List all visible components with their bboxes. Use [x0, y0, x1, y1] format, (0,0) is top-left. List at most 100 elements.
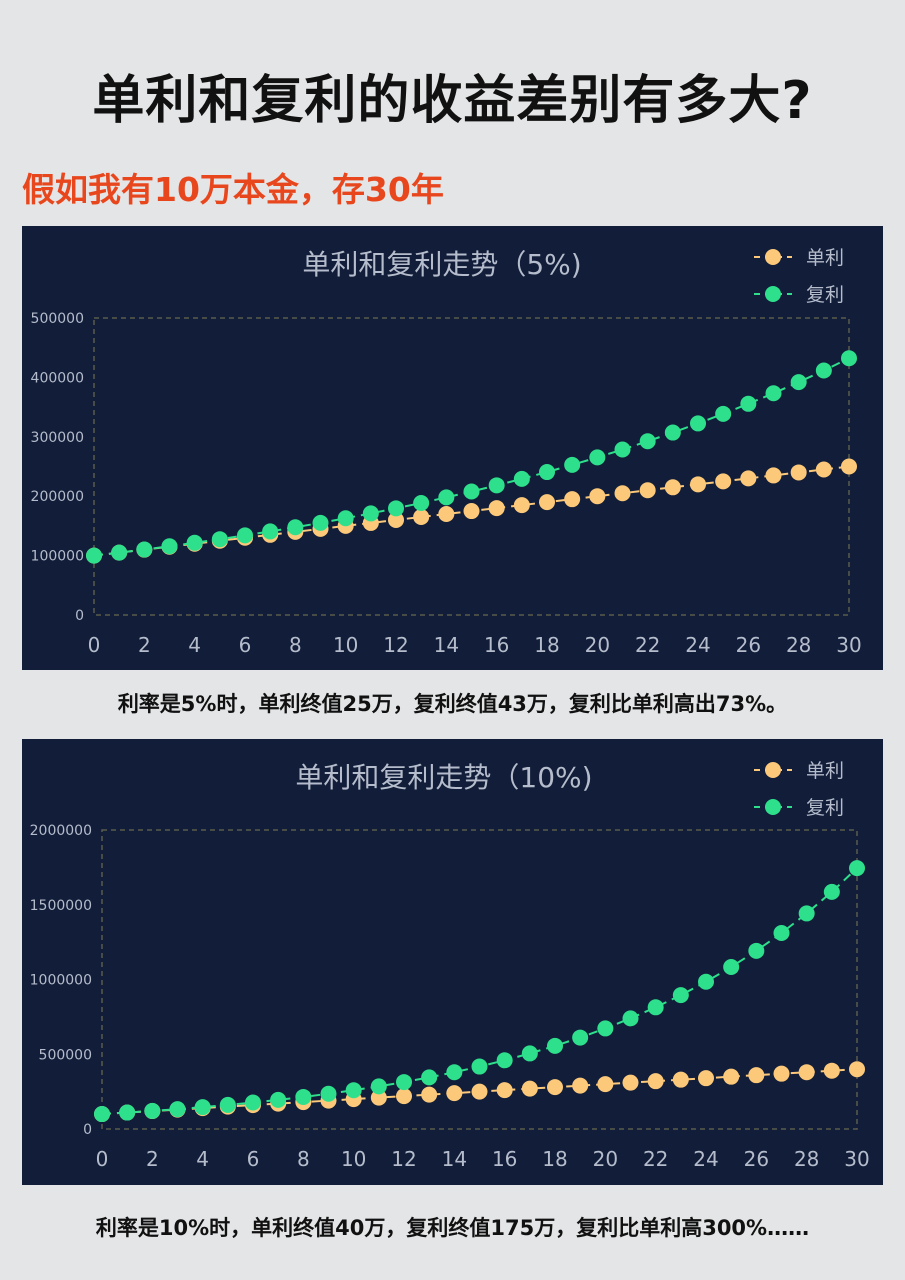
- legend-marker: [765, 286, 781, 302]
- data-point-compound: [698, 973, 714, 990]
- data-point-compound: [815, 362, 832, 379]
- data-point-compound: [798, 905, 815, 922]
- x-tick-label: 30: [836, 633, 861, 657]
- legend-marker: [765, 762, 781, 778]
- x-tick-label: 24: [693, 1147, 718, 1171]
- data-point-compound: [446, 1064, 463, 1081]
- data-point-compound: [740, 395, 757, 412]
- data-point-compound: [295, 1088, 312, 1105]
- chart-panel-5pct: 单利和复利走势（5%) 0 100000 200000 300000 400000 5000…: [22, 226, 883, 670]
- data-point-simple: [438, 506, 455, 523]
- data-point-simple: [547, 1079, 563, 1096]
- data-point-compound: [119, 1104, 136, 1121]
- data-point-compound: [589, 449, 606, 466]
- data-point-compound: [186, 534, 203, 551]
- data-point-compound: [345, 1082, 362, 1099]
- data-point-simple: [421, 1086, 438, 1103]
- chart-5pct: 单利和复利走势（5%) 0 100000 200000 300000 400000 5000…: [31, 247, 862, 657]
- data-point-compound: [211, 531, 228, 548]
- y-tick-label: 300000: [31, 430, 84, 446]
- data-point-compound: [94, 1106, 110, 1123]
- caption-5pct: 利率是5%时，单利终值25万，复利终值43万，复利比单利高出73%。: [117, 692, 788, 716]
- x-tick-label: 12: [383, 633, 408, 657]
- data-point-compound: [564, 456, 581, 473]
- data-point-simple: [463, 503, 480, 520]
- series-line-compound: [93, 357, 850, 557]
- data-point-simple: [841, 458, 857, 475]
- data-point-simple: [539, 494, 555, 511]
- y-tick-label: 500000: [31, 311, 84, 327]
- y-tick-label: 1500000: [30, 898, 92, 914]
- y-tick-label: 500000: [39, 1047, 92, 1063]
- chart-title: 单利和复利走势（5%): [302, 248, 581, 281]
- x-tick-label: 20: [593, 1147, 618, 1171]
- data-point-compound: [144, 1102, 161, 1119]
- data-point-simple: [748, 1067, 765, 1084]
- data-point-compound: [362, 505, 379, 522]
- data-point-simple: [388, 511, 404, 528]
- data-point-compound: [790, 374, 807, 391]
- y-tick-label: 0: [75, 608, 84, 624]
- data-point-compound: [773, 925, 790, 942]
- x-tick-label: 14: [442, 1147, 467, 1171]
- x-tick-label: 2: [138, 633, 151, 657]
- x-tick-label: 4: [188, 633, 201, 657]
- data-point-compound: [370, 1078, 387, 1095]
- data-point-simple: [471, 1083, 488, 1100]
- x-tick-label: 16: [492, 1147, 517, 1171]
- x-tick-label: 24: [685, 633, 710, 657]
- x-tick-label: 30: [844, 1147, 869, 1171]
- x-tick-label: 4: [196, 1147, 209, 1171]
- x-tick-label: 26: [736, 633, 761, 657]
- x-tick-label: 8: [289, 633, 302, 657]
- data-point-compound: [765, 385, 782, 402]
- data-point-compound: [547, 1037, 563, 1054]
- x-tick-label: 28: [794, 1147, 819, 1171]
- x-tick-label: 12: [391, 1147, 416, 1171]
- data-point-simple: [849, 1061, 865, 1078]
- series-line-compound: [101, 867, 858, 1116]
- data-point-simple: [413, 508, 430, 525]
- x-tick-label: 26: [744, 1147, 769, 1171]
- data-point-compound: [413, 494, 430, 511]
- data-point-compound: [262, 523, 279, 540]
- x-tick-label: 0: [96, 1147, 109, 1171]
- data-point-simple: [765, 467, 782, 484]
- data-point-compound: [463, 483, 480, 500]
- data-point-compound: [690, 415, 706, 432]
- data-point-compound: [539, 464, 555, 481]
- chart-title: 单利和复利走势（10%): [295, 761, 592, 794]
- data-point-compound: [614, 441, 631, 458]
- data-point-compound: [111, 544, 128, 561]
- legend-marker: [765, 249, 781, 265]
- data-point-compound: [572, 1029, 589, 1046]
- data-point-compound: [396, 1074, 412, 1091]
- data-point-simple: [672, 1071, 689, 1088]
- y-tick-label: 1000000: [30, 973, 92, 989]
- data-point-compound: [849, 860, 865, 877]
- data-point-compound: [136, 541, 153, 558]
- data-point-simple: [488, 500, 505, 517]
- data-point-simple: [396, 1088, 412, 1105]
- data-point-compound: [169, 1101, 186, 1118]
- data-point-compound: [270, 1091, 287, 1108]
- x-tick-label: 18: [534, 633, 559, 657]
- data-point-simple: [572, 1077, 589, 1094]
- data-point-simple: [521, 1080, 538, 1097]
- data-point-simple: [446, 1085, 463, 1102]
- data-point-simple: [622, 1074, 639, 1091]
- chart-10pct: 单利和复利走势（10%) 0 500000 1000000 1500000 2000000…: [30, 760, 870, 1171]
- x-tick-label: 6: [247, 1147, 260, 1171]
- y-tick-label: 100000: [31, 549, 84, 565]
- y-tick-label: 200000: [31, 489, 84, 505]
- x-tick-label: 28: [786, 633, 811, 657]
- x-tick-label: 2: [146, 1147, 159, 1171]
- legend-label: 复利: [806, 797, 844, 819]
- legend-label: 复利: [806, 284, 844, 306]
- data-point-compound: [471, 1058, 488, 1075]
- data-point-compound: [823, 883, 840, 900]
- data-point-simple: [690, 476, 706, 493]
- x-tick-label: 16: [484, 633, 509, 657]
- data-point-compound: [337, 510, 354, 527]
- data-point-compound: [388, 500, 404, 517]
